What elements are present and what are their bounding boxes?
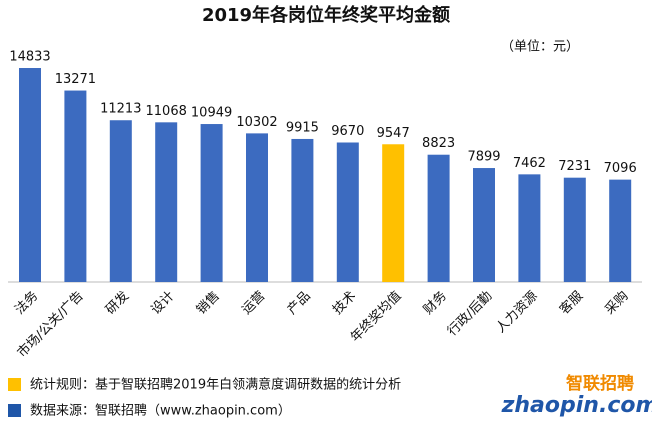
bar bbox=[64, 90, 87, 283]
bar bbox=[382, 144, 405, 282]
bar bbox=[518, 174, 541, 282]
bar bbox=[200, 124, 223, 283]
bar bbox=[336, 142, 359, 282]
value-label: 11213 bbox=[100, 102, 141, 117]
value-label: 9915 bbox=[286, 120, 319, 135]
legend-text: 数据来源：智联招聘（www.zhaopin.com） bbox=[30, 404, 291, 419]
value-label: 13271 bbox=[55, 72, 96, 87]
bar bbox=[246, 133, 268, 282]
chart-title: 2019年各岗位年终奖平均金额 bbox=[202, 4, 450, 26]
bar bbox=[19, 68, 41, 283]
legend-text: 统计规则：基于智联招聘2019年白领满意度调研数据的统计分析 bbox=[30, 377, 401, 393]
value-label: 8823 bbox=[422, 136, 455, 151]
logo-site: zhaopin.com bbox=[501, 393, 652, 418]
bar bbox=[609, 179, 632, 282]
value-label: 7462 bbox=[513, 156, 546, 171]
legend-swatch bbox=[8, 378, 21, 391]
bar bbox=[291, 138, 314, 282]
bar bbox=[563, 177, 586, 282]
bar bbox=[473, 168, 495, 282]
bar bbox=[427, 154, 450, 282]
legend-swatch bbox=[8, 404, 21, 417]
value-label: 9670 bbox=[331, 124, 364, 139]
unit-note: （单位：元） bbox=[501, 40, 579, 55]
value-label: 9547 bbox=[377, 126, 410, 141]
logo-brand: 智联招聘 bbox=[566, 373, 634, 394]
value-label: 11068 bbox=[146, 104, 187, 119]
value-label: 7231 bbox=[558, 159, 591, 174]
value-label: 7899 bbox=[467, 150, 500, 165]
value-label: 10302 bbox=[236, 115, 277, 130]
value-label: 10949 bbox=[191, 106, 232, 121]
value-label: 14833 bbox=[9, 50, 50, 65]
bar bbox=[155, 122, 178, 282]
value-label: 7096 bbox=[604, 161, 637, 176]
bar bbox=[109, 120, 132, 282]
